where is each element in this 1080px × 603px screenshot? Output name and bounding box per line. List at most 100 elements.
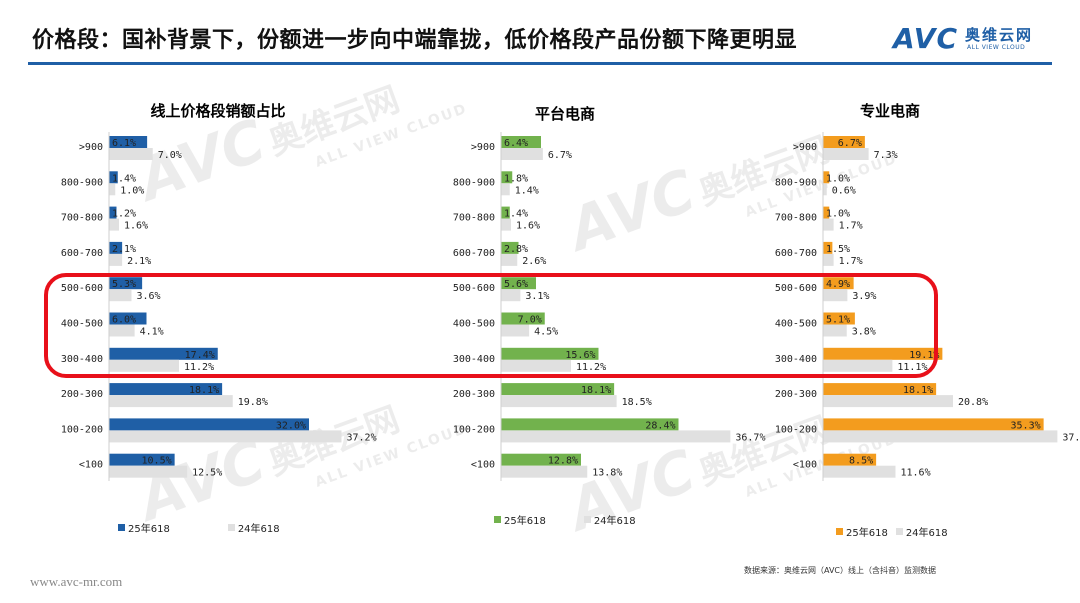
bar-2025 xyxy=(501,136,541,148)
legend-swatch-2024 xyxy=(583,516,591,523)
bar-2025 xyxy=(501,383,615,396)
bar-2025 xyxy=(823,418,1044,431)
category-label: 500-600 xyxy=(453,283,495,294)
bar-2025 xyxy=(823,347,943,360)
value-label-2025: 5.1% xyxy=(826,315,850,326)
legend-swatch-2025 xyxy=(494,516,501,523)
bar-2025 xyxy=(501,277,536,290)
category-label: 800-900 xyxy=(453,177,495,188)
bar-2024 xyxy=(501,359,571,372)
bar-2025 xyxy=(109,136,148,148)
bar-2024 xyxy=(823,465,896,478)
category-label: <100 xyxy=(471,460,495,471)
value-label-2025: 1.8% xyxy=(504,173,528,184)
page-title: 价格段：国补背景下，份额进一步向中端靠拢，低价格段产品份额下降更明显 xyxy=(32,28,798,53)
value-label-2025: 17.4% xyxy=(185,350,215,361)
bar-2025 xyxy=(501,347,599,360)
legend-swatch-2025 xyxy=(836,528,843,535)
category-label: 400-500 xyxy=(453,319,495,330)
bar-2024 xyxy=(501,218,511,231)
chart-3-legend: 25年618 24年618 xyxy=(836,524,1006,539)
bar-2024 xyxy=(823,148,869,160)
bar-2024 xyxy=(823,289,848,302)
bar-2025 xyxy=(823,453,877,466)
bar-2025 xyxy=(109,171,118,184)
legend-swatch-2024 xyxy=(227,524,235,531)
value-label-2024: 11.1% xyxy=(897,362,927,373)
bar-2025 xyxy=(501,418,679,431)
bar-2024 xyxy=(109,395,233,408)
bar-2024 xyxy=(109,148,153,160)
bar-2025 xyxy=(109,418,309,431)
value-label-2024: 18.5% xyxy=(622,397,652,408)
value-label-2024: 2.1% xyxy=(127,256,151,267)
legend-label-2024: 24年618 xyxy=(593,516,636,527)
value-label-2024: 3.9% xyxy=(852,291,876,302)
value-label-2025: 12.8% xyxy=(548,456,578,467)
footer-url: www.avc-mr.com xyxy=(30,574,123,589)
bar-2025 xyxy=(109,453,175,466)
legend-swatch-2025 xyxy=(118,524,125,531)
value-label-2024: 1.7% xyxy=(839,256,863,267)
bar-2025 xyxy=(823,241,833,254)
category-label: 400-500 xyxy=(61,319,103,330)
bar-2025 xyxy=(109,312,147,325)
value-label-2024: 7.3% xyxy=(874,150,898,161)
value-label-2024: 1.6% xyxy=(124,221,148,232)
value-label-2024: 20.8% xyxy=(958,397,988,408)
logo-cn-name: 奥维云网 xyxy=(965,26,1034,44)
bar-2025 xyxy=(501,171,513,184)
bar-2024 xyxy=(823,253,834,266)
value-label-2025: 5.6% xyxy=(504,279,528,290)
category-label: >900 xyxy=(79,142,103,153)
value-label-2025: 1.0% xyxy=(826,209,850,220)
bar-2025 xyxy=(109,347,218,360)
value-label-2025: 19.1% xyxy=(909,350,939,361)
value-label-2024: 3.8% xyxy=(852,327,876,338)
bar-2024 xyxy=(109,324,135,337)
legend-swatch-2024 xyxy=(895,528,903,535)
value-label-2025: 10.5% xyxy=(142,456,172,467)
value-label-2024: 37.2% xyxy=(347,432,377,443)
bar-2024 xyxy=(109,253,123,266)
value-label-2024: 6.7% xyxy=(548,150,572,161)
category-label: 700-800 xyxy=(775,213,817,224)
value-label-2024: 19.8% xyxy=(238,397,268,408)
bar-2024 xyxy=(109,465,188,478)
value-label-2025: 6.4% xyxy=(504,138,528,149)
bar-2024 xyxy=(823,395,953,408)
category-label: 100-200 xyxy=(453,424,495,435)
value-label-2025: 7.0% xyxy=(518,315,542,326)
bar-2024 xyxy=(823,359,893,372)
value-label-2024: 13.8% xyxy=(592,468,622,479)
value-label-2025: 1.2% xyxy=(112,209,136,220)
legend-label-2024: 24年618 xyxy=(237,524,280,535)
value-label-2024: 11.2% xyxy=(184,362,214,373)
category-label: 100-200 xyxy=(61,424,103,435)
value-label-2024: 1.7% xyxy=(839,221,863,232)
value-label-2024: 7.0% xyxy=(158,150,182,161)
value-label-2025: 28.4% xyxy=(645,420,675,431)
bar-2024 xyxy=(109,289,132,302)
bar-2024 xyxy=(109,359,179,372)
category-label: 800-900 xyxy=(61,177,103,188)
bar-2025 xyxy=(823,277,854,290)
category-label: 600-700 xyxy=(453,248,495,259)
category-label: 300-400 xyxy=(453,354,495,365)
value-label-2025: 1.0% xyxy=(826,173,850,184)
value-label-2024: 4.5% xyxy=(534,327,558,338)
chart-2-title: 平台电商 xyxy=(534,105,595,123)
value-label-2024: 37.5% xyxy=(1062,432,1080,443)
value-label-2025: 18.1% xyxy=(189,385,219,396)
category-label: 500-600 xyxy=(61,283,103,294)
bar-2024 xyxy=(823,218,834,231)
value-label-2025: 2.1% xyxy=(112,244,136,255)
bar-2024 xyxy=(501,253,518,266)
chart-1-legend: 25年618 24年618 xyxy=(118,520,338,535)
bar-2025 xyxy=(109,383,223,396)
value-label-2025: 18.1% xyxy=(903,385,933,396)
bar-2025 xyxy=(501,206,510,219)
category-label: >900 xyxy=(793,142,817,153)
